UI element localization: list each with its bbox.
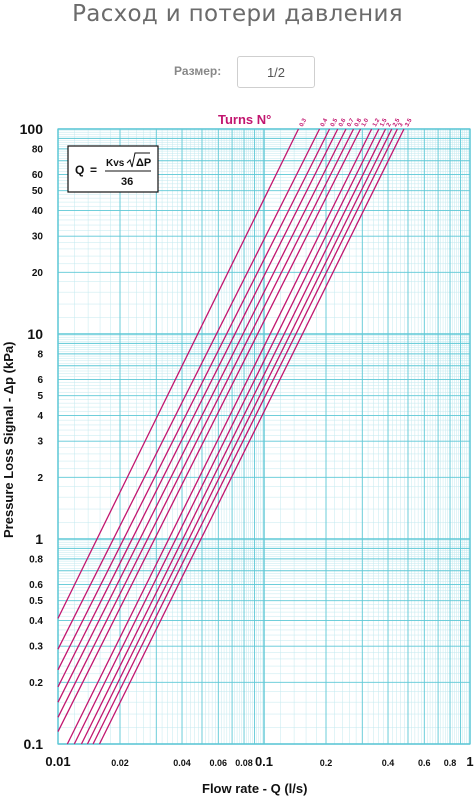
y-tick-label: 10 [27, 326, 43, 342]
y-tick-label: 3 [37, 437, 43, 448]
curve-turn-0.5 [57, 128, 331, 671]
curve-turn-3 [92, 128, 398, 745]
turn-label: 1.0 [361, 117, 371, 128]
y-tick-label: 0.2 [29, 678, 43, 689]
size-selector-row: Размер: 1/2 [0, 56, 475, 90]
y-tick-label: 6 [37, 375, 43, 386]
y-tick-label: 30 [32, 232, 44, 243]
size-label: Размер: [174, 64, 222, 78]
y-tick-labels: 0.1 0.2 0.3 0.4 0.5 0.6 0.8 1 2 3 4 5 6 8 10 20 30 40 50 60… [20, 121, 44, 752]
y-tick-label: 20 [32, 268, 44, 279]
curve-turn-0.7 [57, 128, 347, 703]
y-tick-label: 8 [37, 349, 43, 360]
turn-label: 3.5 [404, 117, 414, 128]
curve-turn-2 [80, 128, 387, 745]
turn-label: 3 [398, 122, 405, 128]
x-tick-label: 0.4 [382, 758, 395, 768]
curve-turn-3.5 [98, 128, 405, 745]
turn-label: 0.5 [330, 117, 340, 128]
y-tick-label: 1 [35, 531, 43, 547]
x-tick-label: 0.6 [418, 758, 431, 768]
turn-labels: 0.3 0.4 0.50.6 0.70.81.0 1.21.52 2.53 3.5 [299, 117, 414, 128]
curve-turn-1.5 [73, 128, 380, 745]
curve-turn-1.0 [57, 128, 362, 732]
curve-turn-2.5 [86, 128, 393, 745]
y-tick-label: 0.6 [29, 580, 43, 591]
formula-box: Q = Kvs ΔP 36 [67, 145, 159, 193]
x-tick-label: 0.2 [320, 758, 333, 768]
curve-turn-0.3 [57, 128, 300, 619]
x-tick-label: 0.08 [235, 758, 253, 768]
flow-curves [57, 128, 405, 745]
turn-label: 2 [386, 122, 393, 128]
curve-turn-0.4 [57, 128, 321, 650]
x-tick-label: 0.8 [444, 758, 457, 768]
y-tick-label: 80 [32, 144, 44, 155]
y-tick-label: 0.3 [29, 642, 43, 653]
size-select[interactable]: 1/2 [237, 56, 315, 88]
formula-dp: ΔP [136, 157, 151, 169]
x-axis-title: Flow rate - Q (l/s) [202, 781, 307, 796]
formula-sqrt-sign [126, 152, 150, 168]
x-tick-label: 0.06 [210, 758, 228, 768]
turn-label: 0.8 [354, 117, 364, 128]
curve-turn-1.2 [66, 128, 373, 745]
formula-equals: = [90, 163, 97, 177]
legend-title: Turns N° [218, 112, 271, 127]
turn-label: 2.5 [392, 117, 402, 128]
turn-label: 0.6 [338, 117, 348, 128]
x-tick-label: 0.01 [45, 754, 70, 769]
y-axis-title: Pressure Loss Signal - Δp (kPa) [1, 342, 16, 538]
curve-turn-0.8 [57, 128, 355, 718]
x-tick-label: 1 [466, 754, 473, 769]
turn-label: 1.2 [372, 117, 382, 128]
x-tick-label: 0.1 [255, 754, 273, 769]
y-tick-label: 40 [32, 206, 44, 217]
formula-kvs: Kvs [106, 158, 125, 169]
page-title: Расход и потери давления [72, 1, 403, 27]
x-tick-label: 0.04 [173, 758, 191, 768]
turn-label: 0.4 [320, 117, 330, 128]
x-tick-labels: 0.01 0.02 0.04 0.06 0.08 0.1 0.2 0.4 0.6 0.8 1 [45, 754, 473, 769]
turn-label: 0.3 [299, 117, 309, 128]
y-tick-label: 100 [20, 121, 44, 137]
y-tick-label: 50 [32, 186, 44, 197]
y-tick-label: 0.8 [29, 554, 43, 565]
turn-label: 1.5 [379, 117, 389, 128]
formula-denominator: 36 [121, 176, 133, 188]
y-tick-label: 60 [32, 170, 44, 181]
y-tick-label: 5 [37, 391, 43, 402]
y-tick-label: 4 [37, 411, 43, 422]
plot-frame [57, 128, 471, 745]
formula-lhs: Q [75, 163, 84, 177]
y-tick-label: 2 [37, 473, 43, 484]
curve-turn-0.6 [57, 128, 339, 688]
y-tick-label: 0.5 [29, 596, 43, 607]
y-tick-label: 0.1 [24, 736, 44, 752]
x-tick-label: 0.02 [111, 758, 129, 768]
y-tick-label: 0.4 [29, 616, 43, 627]
turn-label: 0.7 [346, 117, 356, 128]
